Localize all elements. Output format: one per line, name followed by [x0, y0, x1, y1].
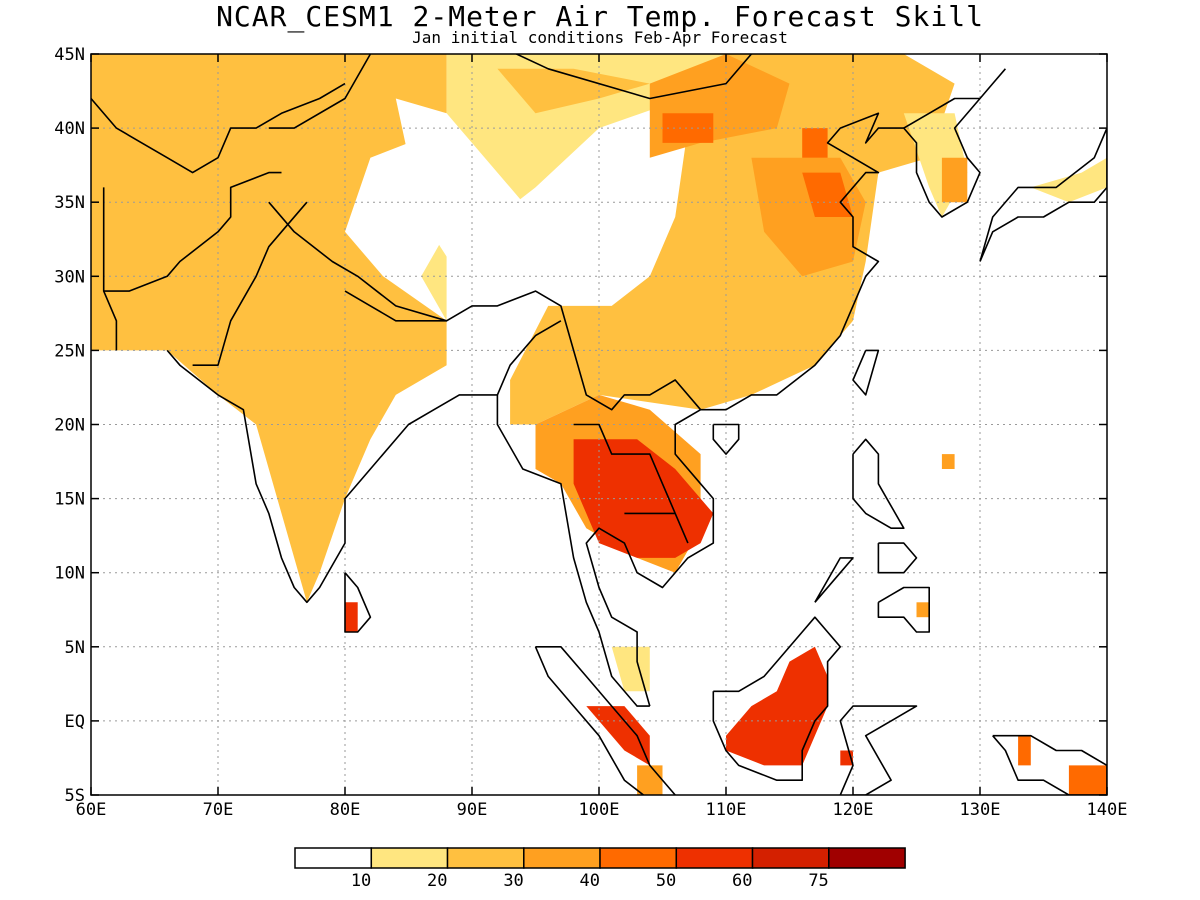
lat-tick-label: 5S	[65, 786, 85, 806]
colorbar-label: 75	[808, 871, 828, 891]
skill-region-9	[662, 113, 714, 143]
skill-region-18	[611, 646, 650, 692]
skill-region-10	[802, 172, 853, 217]
skill-region-20	[637, 765, 663, 795]
skill-region-16	[510, 380, 549, 425]
lon-tick-label: 70E	[203, 800, 234, 820]
colorbar-label: 40	[580, 871, 600, 891]
india-coast	[166, 349, 650, 707]
visayas	[877, 542, 918, 574]
skill-region-4	[446, 128, 688, 321]
peninsula-east	[585, 68, 1007, 707]
grid-lines	[91, 54, 1107, 795]
border-pak-india	[192, 201, 308, 366]
coastlines	[91, 54, 1107, 795]
colorbar-swatch-0	[294, 847, 373, 869]
skill-region-19	[586, 706, 650, 766]
border-central-asia	[91, 82, 346, 174]
lat-tick-label: 45N	[54, 45, 85, 65]
colorbar-swatch-7	[828, 847, 906, 869]
luzon	[852, 438, 905, 529]
map-title: NCAR_CESM1 2-Meter Air Temp. Forecast Sk…	[216, 0, 984, 33]
lon-tick-label: 100E	[579, 800, 620, 820]
sulawesi	[839, 705, 918, 795]
lat-tick-label: 35N	[54, 193, 85, 213]
colorbar-label: 50	[656, 871, 676, 891]
colorbar-label: 60	[732, 871, 752, 891]
skill-region-12	[941, 157, 968, 203]
colorbar-label: 30	[503, 871, 523, 891]
border-mongolia	[514, 54, 755, 100]
hainan	[712, 423, 740, 455]
colorbar-swatch-4	[599, 847, 678, 869]
lat-tick-label: 10N	[54, 564, 85, 584]
colorbar: 10 20 30 40 50 60 75	[294, 847, 906, 891]
lon-tick-label: 90E	[457, 800, 488, 820]
sumatra	[534, 646, 676, 795]
skill-region-23	[941, 454, 955, 469]
new-guinea	[992, 734, 1107, 795]
lat-tick-label: 40N	[54, 119, 85, 139]
border-nepal	[344, 290, 447, 322]
skill-region-3	[395, 98, 536, 292]
lat-tick-label: EQ	[65, 712, 85, 732]
lon-tick-label: 110E	[706, 800, 747, 820]
skill-region-13	[1030, 157, 1107, 203]
border-himalaya	[268, 201, 702, 411]
skill-region-2	[497, 68, 650, 114]
border-india-myanmar	[496, 320, 562, 396]
lon-tick-label: 130E	[960, 800, 1001, 820]
skill-field	[91, 54, 1107, 795]
border-china-west	[268, 54, 372, 129]
skill-region-24	[916, 602, 930, 618]
lat-tick-label: 30N	[54, 267, 85, 287]
colorbar-label: 20	[427, 871, 447, 891]
skill-region-8	[802, 128, 828, 158]
skill-region-17	[345, 602, 358, 632]
skill-region-0	[91, 54, 447, 603]
colorbar-swatch-5	[675, 847, 754, 869]
colorbar-swatch-2	[446, 847, 525, 869]
colorbar-swatch-1	[370, 847, 449, 869]
colorbar-label: 10	[351, 871, 371, 891]
lat-tick-label: 5N	[65, 638, 85, 658]
taiwan	[852, 349, 880, 396]
lat-tick-label: 15N	[54, 490, 85, 510]
map-subtitle: Jan initial conditions Feb-Apr Forecast	[412, 28, 788, 47]
mindanao	[877, 586, 930, 633]
skill-region-1	[421, 54, 726, 321]
lat-tick-label: 25N	[54, 341, 85, 361]
lon-tick-label: 140E	[1087, 800, 1128, 820]
skill-region-25	[1018, 735, 1031, 766]
border-korea	[903, 97, 980, 129]
lat-tick-label: 20N	[54, 416, 85, 436]
palawan	[814, 557, 854, 603]
lon-tick-label: 80E	[330, 800, 361, 820]
colorbar-swatch-3	[523, 847, 601, 869]
colorbar-swatch-6	[751, 847, 830, 869]
japan	[979, 127, 1107, 262]
border-pak-afg	[103, 171, 282, 292]
lon-tick-label: 60E	[76, 800, 107, 820]
border-iran-afg	[102, 187, 118, 351]
borneo	[712, 616, 842, 781]
axis-ticks: 60E 70E 80E 90E 100E 110E 120E 130E 140E 45N 40N 35…	[54, 45, 1127, 820]
sri-lanka	[344, 572, 372, 633]
skill-region-21	[726, 646, 828, 766]
skill-region-5	[510, 54, 955, 425]
lon-tick-label: 120E	[833, 800, 874, 820]
skill-region-26	[1068, 765, 1107, 795]
